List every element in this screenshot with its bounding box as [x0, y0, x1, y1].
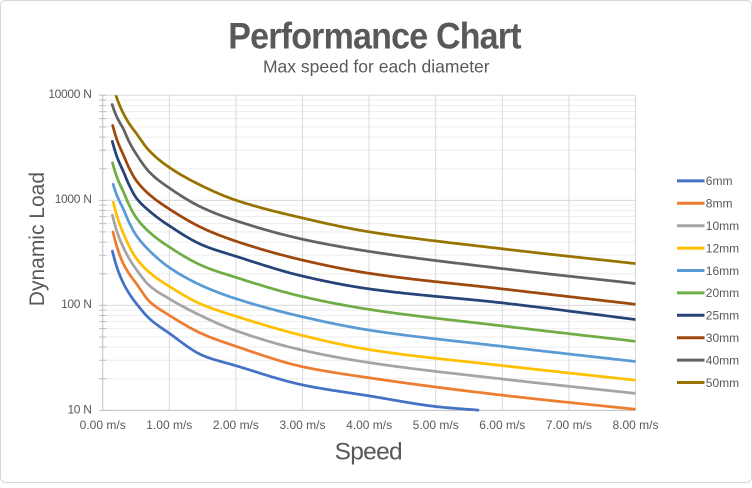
svg-text:1000 N: 1000 N — [55, 192, 92, 206]
svg-text:Performance Chart: Performance Chart — [228, 15, 521, 57]
svg-text:Speed: Speed — [335, 438, 402, 465]
svg-text:Dynamic Load: Dynamic Load — [26, 172, 49, 306]
svg-text:5.00 m/s: 5.00 m/s — [413, 418, 459, 432]
svg-text:3.00 m/s: 3.00 m/s — [279, 418, 325, 432]
svg-text:1.00 m/s: 1.00 m/s — [146, 418, 192, 432]
svg-text:100 N: 100 N — [61, 297, 92, 311]
svg-text:8.00 m/s: 8.00 m/s — [612, 418, 658, 432]
svg-text:2.00 m/s: 2.00 m/s — [213, 418, 259, 432]
svg-text:8mm: 8mm — [706, 197, 733, 211]
svg-text:7.00 m/s: 7.00 m/s — [546, 418, 592, 432]
svg-text:4.00 m/s: 4.00 m/s — [346, 418, 392, 432]
svg-text:6.00 m/s: 6.00 m/s — [479, 418, 525, 432]
svg-text:10000 N: 10000 N — [48, 87, 91, 101]
svg-text:10mm: 10mm — [706, 219, 739, 233]
svg-text:50mm: 50mm — [706, 376, 739, 390]
svg-text:12mm: 12mm — [706, 241, 739, 255]
svg-text:6mm: 6mm — [706, 174, 733, 188]
svg-text:Max speed for each diameter: Max speed for each diameter — [263, 56, 490, 76]
svg-text:0.00 m/s: 0.00 m/s — [80, 418, 126, 432]
svg-text:10 N: 10 N — [67, 402, 91, 416]
svg-text:20mm: 20mm — [706, 286, 739, 300]
svg-text:25mm: 25mm — [706, 309, 739, 323]
svg-text:16mm: 16mm — [706, 264, 739, 278]
svg-text:30mm: 30mm — [706, 331, 739, 345]
svg-text:40mm: 40mm — [706, 353, 739, 367]
